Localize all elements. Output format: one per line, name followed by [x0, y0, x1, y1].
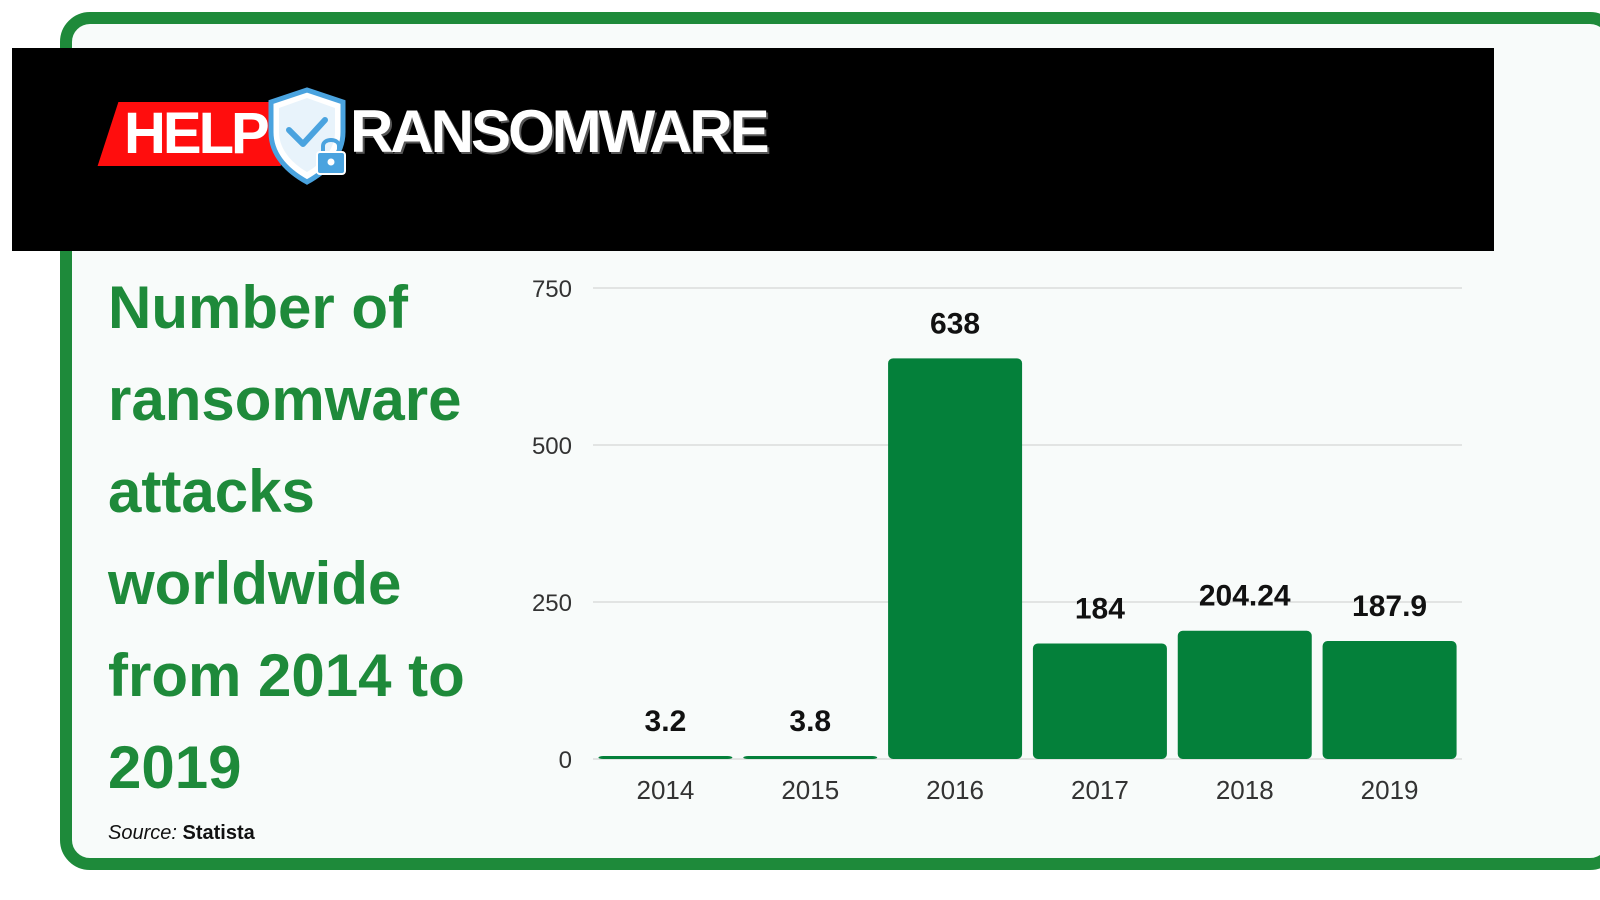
x-tick-label: 2018 — [1216, 775, 1274, 805]
bar — [743, 756, 878, 759]
source-value: Statista — [182, 822, 255, 844]
x-tick-label: 2014 — [636, 775, 694, 805]
x-tick-label: 2015 — [781, 775, 839, 805]
logo-ransomware-text: RANSOMWARE — [350, 98, 770, 165]
grid-lines — [593, 287, 1462, 760]
data-label: 187.9 — [1352, 590, 1427, 623]
bar — [1177, 630, 1312, 759]
y-tick-label: 0 — [559, 747, 572, 774]
data-label: 3.2 — [645, 705, 687, 738]
brand-logo[interactable]: HELP RANSOMWARE — [97, 86, 798, 186]
source-label: Source: — [108, 822, 177, 844]
data-label: 184 — [1075, 592, 1125, 625]
bar — [598, 756, 733, 759]
chart-title: Number of ransomware attacks worldwide f… — [108, 274, 465, 801]
data-label: 204.24 — [1199, 580, 1291, 613]
y-tick-label: 750 — [532, 276, 572, 303]
data-label: 3.8 — [789, 705, 831, 738]
y-tick-label: 250 — [532, 590, 572, 617]
data-label: 638 — [930, 307, 980, 340]
x-tick-label: 2017 — [1071, 775, 1129, 805]
shield-lock-icon — [268, 87, 346, 185]
bar — [1032, 643, 1167, 759]
data-labels: 3.2 3.8 638 184 204.24 187.9 — [645, 307, 1428, 738]
x-tick-label: 2019 — [1361, 775, 1419, 805]
y-tick-label: 500 — [532, 433, 572, 460]
source-note: Source: Statista — [108, 822, 255, 845]
bar — [1322, 640, 1457, 759]
y-axis-ticks: 0 250 500 750 — [532, 276, 572, 774]
x-tick-label: 2016 — [926, 775, 984, 805]
x-axis-ticks: 2014 2015 2016 2017 2018 2019 — [636, 775, 1418, 805]
bar — [888, 358, 1023, 759]
bars — [598, 358, 1457, 759]
